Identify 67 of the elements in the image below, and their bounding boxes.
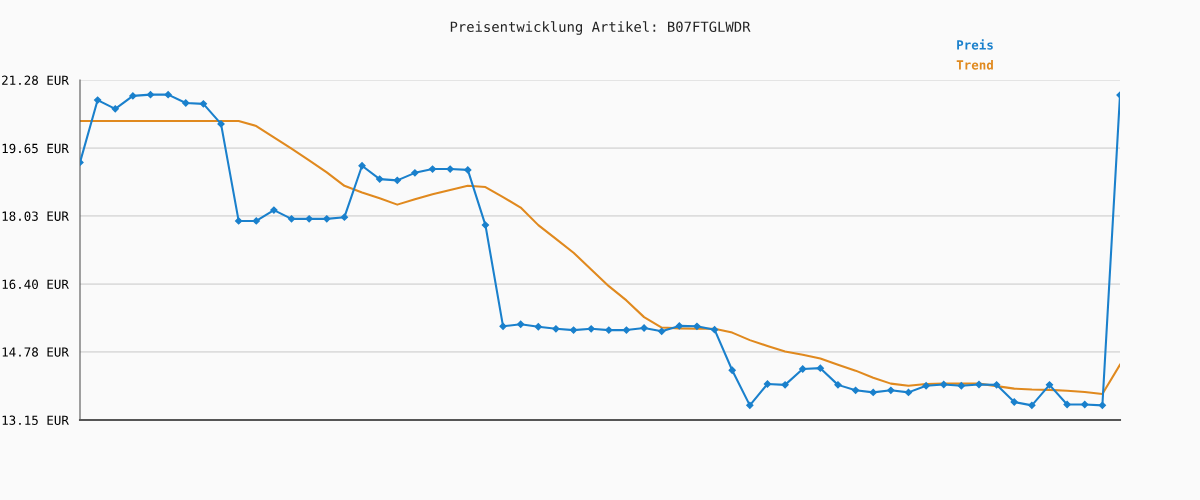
point <box>552 325 560 333</box>
point <box>605 326 613 334</box>
point <box>129 92 137 100</box>
point <box>464 166 472 174</box>
point <box>517 320 525 328</box>
point <box>1063 400 1071 409</box>
y-tick-label: 21.28 EUR <box>2 75 69 85</box>
point <box>428 165 437 173</box>
point <box>992 381 1001 389</box>
point <box>1045 381 1054 389</box>
point <box>587 325 595 333</box>
point <box>763 380 772 388</box>
point <box>675 322 683 330</box>
point <box>1098 401 1107 410</box>
y-tick-label: 16.40 EUR <box>2 279 69 290</box>
point <box>658 327 666 335</box>
point <box>693 322 701 330</box>
point <box>393 176 401 185</box>
point <box>146 90 155 99</box>
text: Preis <box>957 39 993 50</box>
point <box>199 100 208 108</box>
y-tick-label: 13.15 EUR <box>2 415 69 425</box>
point <box>869 388 877 397</box>
point <box>887 386 895 394</box>
point <box>270 206 278 214</box>
point <box>640 324 648 332</box>
point <box>975 380 983 389</box>
point <box>305 215 313 223</box>
point <box>799 365 807 373</box>
point <box>834 381 842 389</box>
point <box>569 326 578 334</box>
point <box>182 99 190 107</box>
point <box>164 90 172 99</box>
point <box>816 364 824 372</box>
point <box>1010 398 1018 406</box>
point <box>851 386 860 394</box>
point <box>340 213 349 221</box>
point <box>1028 401 1036 410</box>
point <box>111 105 119 113</box>
y-tick-label: 14.78 EUR <box>2 347 69 357</box>
point <box>1081 400 1089 409</box>
point <box>534 323 542 331</box>
point <box>622 326 631 334</box>
point <box>940 380 948 389</box>
point <box>217 120 225 128</box>
point <box>287 215 296 223</box>
point <box>358 162 366 170</box>
y-tick-label: 19.65 EUR <box>2 143 69 154</box>
point <box>481 221 490 229</box>
point <box>323 215 331 223</box>
point <box>710 326 719 334</box>
point <box>904 388 913 397</box>
point <box>376 175 384 183</box>
y-tick-label: 18.03 EUR <box>2 211 69 221</box>
point <box>252 217 260 225</box>
point <box>957 382 965 390</box>
point <box>235 217 243 225</box>
point <box>728 366 736 374</box>
point <box>411 169 419 177</box>
point <box>93 96 102 104</box>
point <box>922 382 930 390</box>
point <box>781 381 789 389</box>
point <box>746 401 754 410</box>
point <box>446 165 454 173</box>
point <box>499 322 507 330</box>
chart-title: Preisentwicklung Artikel: B07FTGLWDR <box>450 21 751 35</box>
text: Trend <box>956 59 993 70</box>
